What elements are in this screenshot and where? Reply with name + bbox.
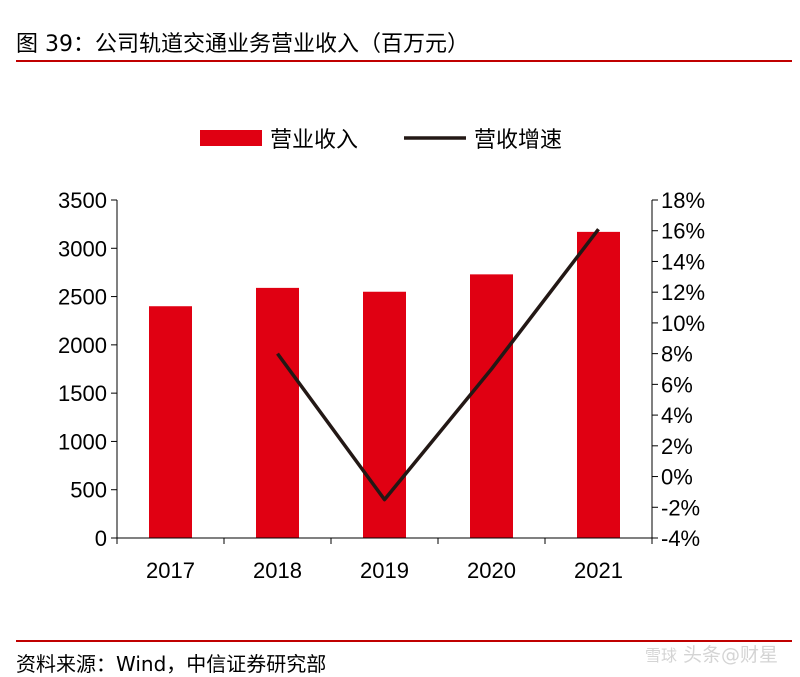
growth-line [278,229,599,499]
bar-2018 [256,288,299,538]
x-tick-label-2018: 2018 [253,558,302,583]
y-left-tick-label: 0 [95,526,107,551]
y-left-tick-label: 2000 [58,333,107,358]
bar-series [149,232,620,538]
y-left-tick-label: 3000 [58,236,107,261]
y-right-tick-label: 0% [661,465,693,490]
line-series [277,229,598,500]
chart-legend: 营业收入 营收增速 [200,127,562,152]
x-tick-label-2021: 2021 [574,558,623,583]
bar-2017 [149,306,192,538]
source-note: 资料来源：Wind，中信证券研究部 [16,648,326,677]
watermark: 雪球头条@财星 [645,640,778,667]
y-right-tick-label: -4% [661,526,700,551]
watermark-text: 头条@财星 [683,644,778,666]
x-tick-label-2017: 2017 [146,558,195,583]
y-right-tick-label: 16% [661,219,705,244]
legend-swatch-revenue [200,130,262,146]
y-right-tick-label: 18% [661,188,705,213]
y-right-tick-label: 2% [661,434,693,459]
x-tick-label-2019: 2019 [360,558,409,583]
y-right-tick-label: 14% [661,249,705,274]
legend-label-revenue: 营业收入 [270,127,358,152]
bar-2020 [470,274,513,538]
y-left-tick-label: 2500 [58,285,107,310]
y-right-tick-label: 10% [661,311,705,336]
y-left-tick-label: 1500 [58,381,107,406]
y-right-tick-label: 12% [661,280,705,305]
y-left-tick-label: 500 [70,478,107,503]
y-right-tick-label: 4% [661,403,693,428]
combo-chart: 营业收入 营收增速 0 500 1000 1500 2000 2500 3000 3500 -4%… [0,0,800,640]
x-tick-label-2020: 2020 [467,558,516,583]
y-right-tick-label: -2% [661,495,700,520]
watermark-logo: 雪球 [645,642,677,666]
y-right-tick-label: 8% [661,342,693,367]
y-left-tick-label: 1000 [58,429,107,454]
bar-2021 [577,232,620,538]
legend-label-growth: 营收增速 [474,127,562,152]
y-left-tick-label: 3500 [58,188,107,213]
y-right-tick-label: 6% [661,372,693,397]
